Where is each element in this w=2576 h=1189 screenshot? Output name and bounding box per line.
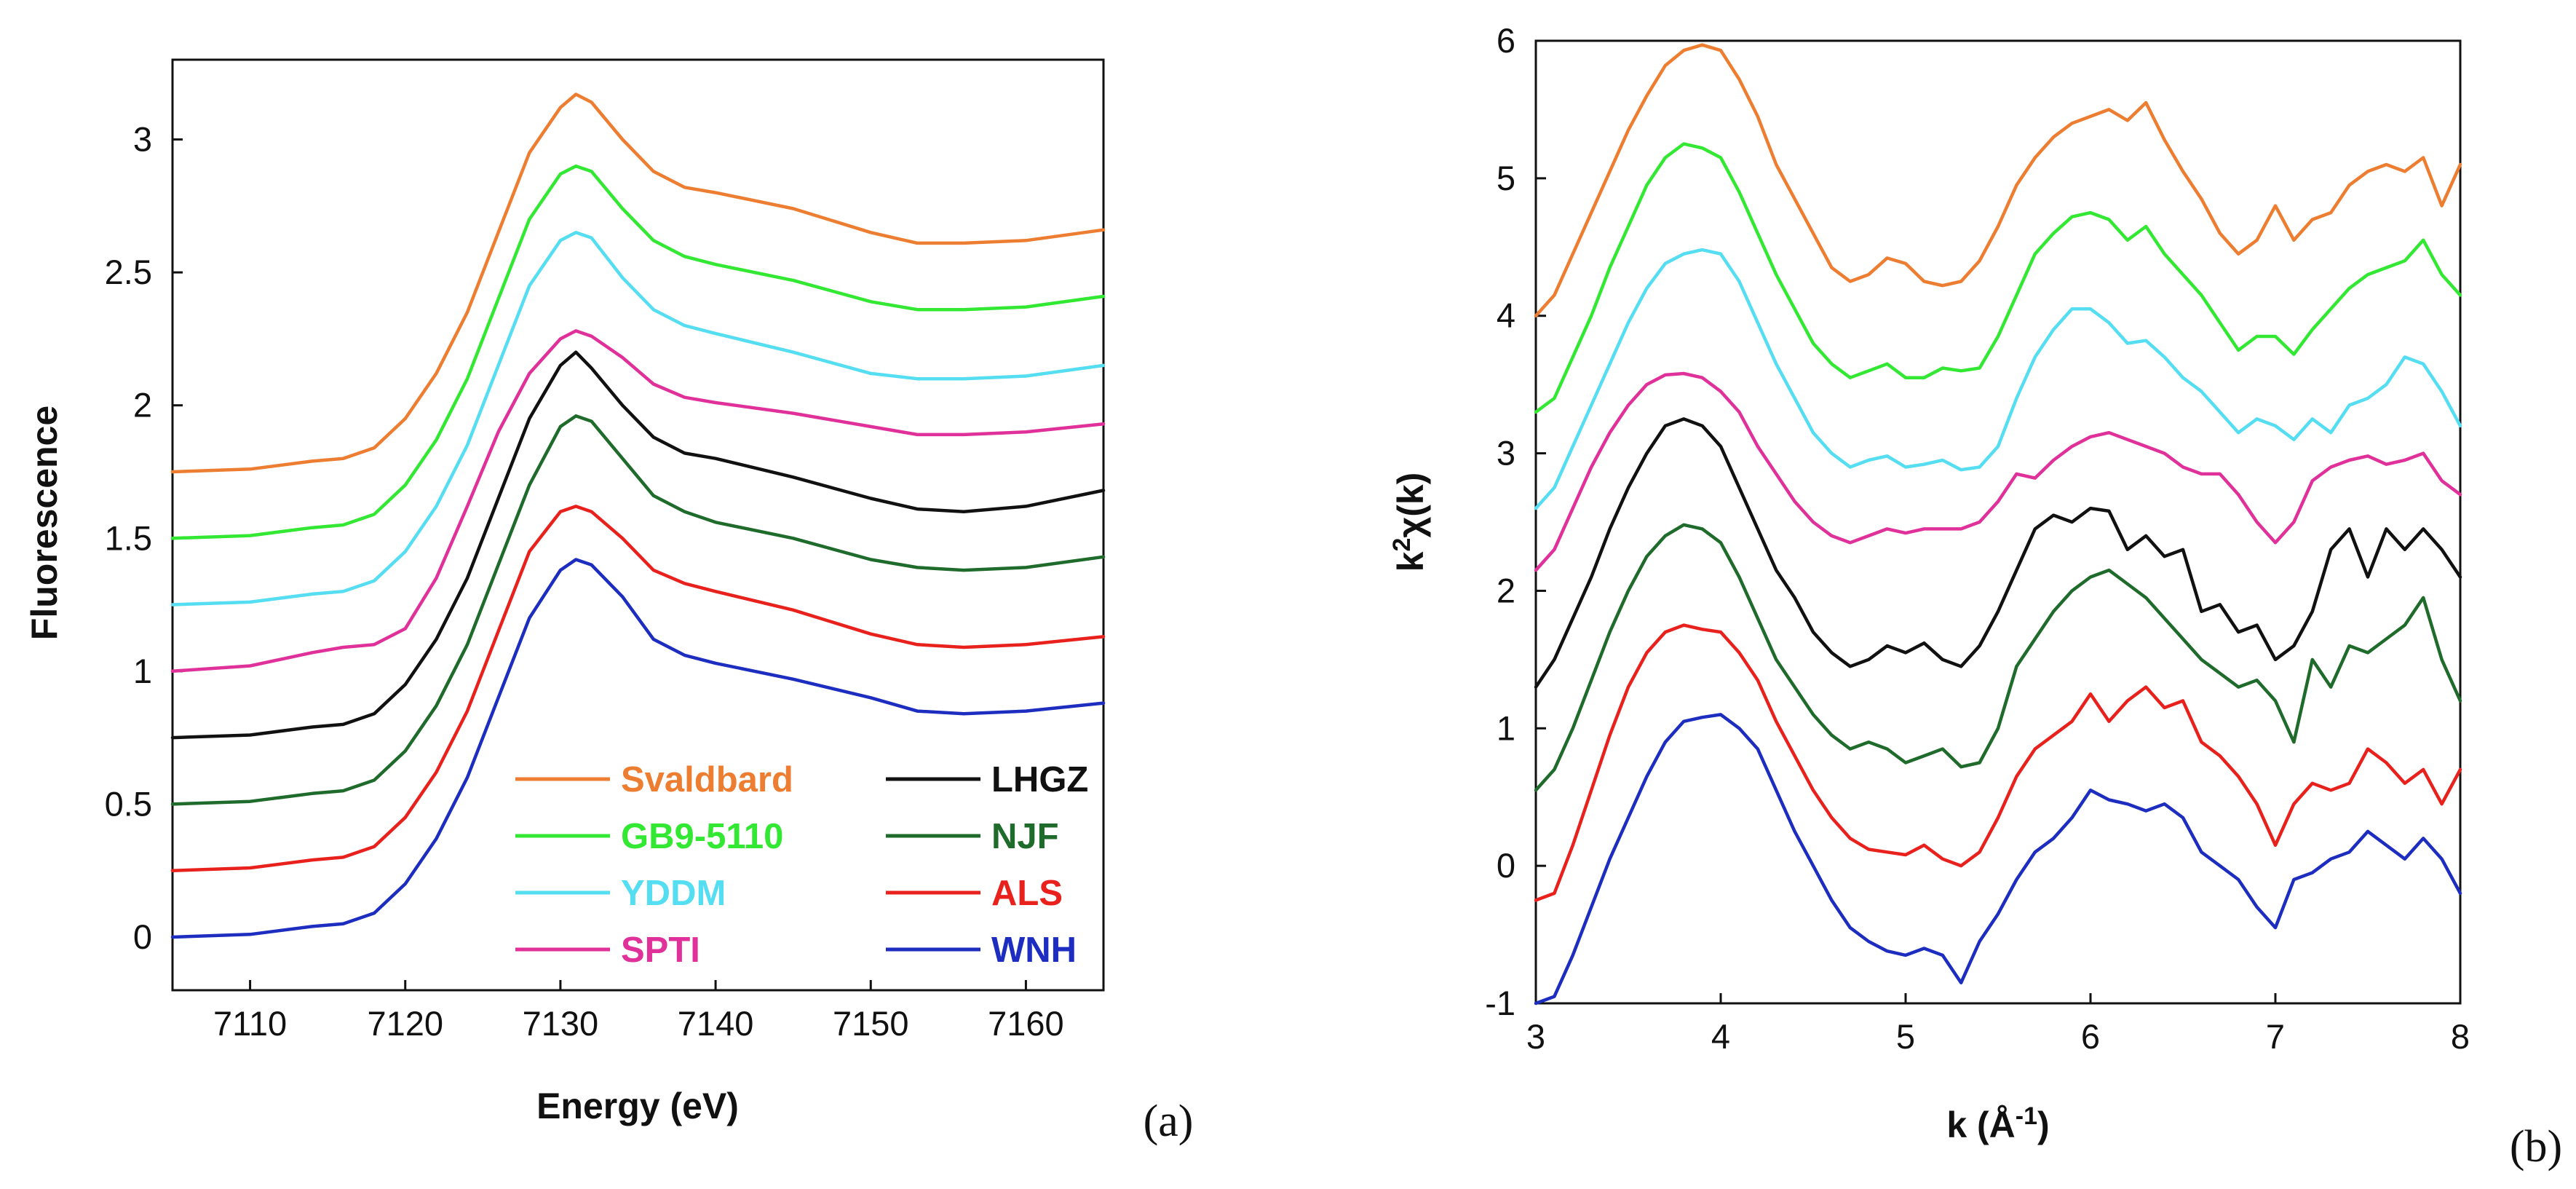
panel-b-x-tick-label: 7	[2266, 1017, 2285, 1056]
panel-a-series-njf	[170, 414, 1106, 806]
panel-b-series-wnh	[1534, 713, 2462, 1006]
panel-b-x-tick-label: 6	[2081, 1017, 2100, 1056]
panel-a-legend: Svaldbard LHGZ GB9-5110 NJF YDDM ALS SPTI WNH	[515, 760, 1088, 970]
panel-a-y-tick-label: 3	[133, 120, 152, 159]
legend-label-als: ALS	[991, 874, 1063, 913]
panel-b-y-tick-label: -1	[1485, 984, 1515, 1022]
panel-a-series-gb9-5110	[170, 164, 1106, 540]
panel-b-chart: 3 4 5 6 7 8 -1 0 1 2 3 4 5 6 k (Å-1) k2χ(k) (b)	[1388, 21, 2562, 1172]
panel-a-x-tick-label: 7130	[523, 1004, 599, 1043]
panel-b-series-als	[1534, 623, 2462, 902]
panel-a-label: (a)	[1144, 1097, 1194, 1146]
panel-a-series-lhgz	[170, 350, 1106, 740]
panel-b-x-axis-title: k (Å-1)	[1946, 1102, 2049, 1145]
panel-a-plot-frame	[171, 58, 1105, 992]
panel-b-plot-frame	[1534, 39, 2462, 1005]
panel-a-series	[170, 92, 1106, 939]
panel-a-y-tick-label: 0	[133, 917, 152, 956]
panel-b-y-tick-label: 1	[1497, 708, 1515, 747]
panel-b-series-yddm	[1534, 248, 2462, 510]
panel-b-y-tick-label: 6	[1497, 21, 1515, 60]
panel-b-y-tick-label: 5	[1497, 159, 1515, 197]
panel-a-axes: 7110 7120 7130 7140 7150 7160 0 0.5 1 1.5 2 2.5 3	[105, 120, 1064, 1043]
panel-a-series-svaldbard	[170, 92, 1106, 474]
panel-a-y-tick-label: 0.5	[105, 784, 152, 823]
panel-a-series-wnh	[170, 558, 1106, 939]
legend-label-yddm: YDDM	[621, 874, 726, 913]
legend-label-njf: NJF	[991, 817, 1059, 856]
panel-a-x-tick-label: 7150	[833, 1004, 909, 1043]
panel-a-series-yddm	[170, 231, 1106, 607]
panel-b-label: (b)	[2510, 1122, 2562, 1172]
panel-b-y-tick-label: 4	[1497, 296, 1515, 335]
panel-b-series-spti	[1534, 371, 2462, 572]
panel-b-series-njf	[1534, 523, 2462, 792]
panel-b-series-svaldbard	[1534, 43, 2462, 317]
panel-a-x-tick-label: 7160	[988, 1004, 1064, 1043]
panel-a-x-axis-title: Energy (eV)	[536, 1086, 739, 1126]
panel-b-series-lhgz	[1534, 417, 2462, 689]
panel-b-series-gb9-5110	[1534, 142, 2462, 414]
panel-b-y-tick-label: 0	[1497, 846, 1515, 885]
panel-b-x-tick-label: 8	[2451, 1017, 2470, 1056]
panel-a-chart: 7110 7120 7130 7140 7150 7160 0 0.5 1 1.5 2 2.5 3 En…	[24, 58, 1194, 1146]
panel-a-x-tick-label: 7120	[367, 1004, 443, 1043]
panel-b-y-tick-label: 3	[1497, 434, 1515, 473]
legend-label-gb9-5110: GB9-5110	[621, 817, 783, 856]
panel-a-y-axis-title: Fluorescence	[24, 406, 65, 640]
panel-a-x-tick-label: 7140	[678, 1004, 754, 1043]
panel-b-x-tick-label: 5	[1896, 1017, 1915, 1056]
panel-a-series-als	[170, 505, 1106, 872]
panel-b-series	[1534, 43, 2462, 1006]
panel-b-axes: 3 4 5 6 7 8 -1 0 1 2 3 4 5 6	[1485, 21, 2470, 1056]
panel-a-series-spti	[170, 329, 1106, 673]
panel-b-x-tick-label: 3	[1526, 1017, 1545, 1056]
panel-a-y-tick-label: 2	[133, 386, 152, 424]
panel-b-y-axis-title: k2χ(k)	[1388, 473, 1431, 572]
panel-a-y-tick-label: 2.5	[105, 253, 152, 291]
panel-a-y-tick-label: 1	[133, 652, 152, 690]
legend-label-wnh: WNH	[991, 931, 1077, 970]
legend-label-lhgz: LHGZ	[991, 760, 1088, 799]
legend-label-spti: SPTI	[621, 931, 700, 970]
panel-b-x-tick-label: 4	[1711, 1017, 1730, 1056]
legend-label-svaldbard: Svaldbard	[621, 760, 793, 799]
panel-a-y-tick-label: 1.5	[105, 518, 152, 557]
panel-b-y-tick-label: 2	[1497, 571, 1515, 609]
panel-a-x-tick-label: 7110	[213, 1004, 287, 1043]
